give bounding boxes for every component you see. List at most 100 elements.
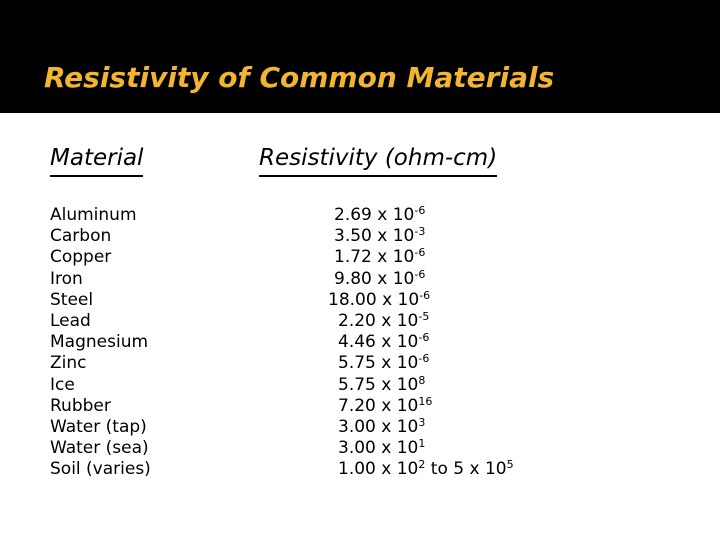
materials-list: Aluminum Carbon Copper Iron Steel Lead Magnesi…: [50, 205, 151, 480]
resistivity-row: 18.00 x 10-6: [0, 290, 720, 311]
resistivity-row: 3.00 x 103: [0, 417, 720, 438]
base: 10: [392, 226, 415, 247]
mantissa: 9.80: [334, 268, 372, 289]
exponent: 2: [418, 458, 426, 472]
mantissa: 2.69: [334, 205, 372, 225]
times-sign: x: [381, 310, 392, 331]
resistivity-value: 5.75 x 10-6: [338, 353, 429, 374]
exponent: 8: [418, 373, 426, 387]
title-bar: Resistivity of Common Materials: [0, 0, 720, 113]
exponent: -6: [414, 267, 426, 281]
times-sign: x: [377, 226, 388, 247]
base: 10: [396, 416, 419, 437]
mantissa: 5.75: [338, 353, 376, 374]
material-name: Ice: [50, 374, 75, 395]
exponent: -5: [418, 309, 430, 323]
mantissa: 18.00: [328, 289, 377, 310]
material-name: Carbon: [50, 226, 112, 247]
mantissa: 4.46: [338, 332, 376, 353]
mantissa: 1.72: [334, 247, 372, 268]
resistivity-value: 1.72 x 10-6: [334, 247, 425, 268]
times-sign: x: [381, 416, 392, 437]
mantissa: 7.20: [338, 395, 376, 416]
exponent: 3: [418, 415, 426, 429]
resistivity-row: 1.72 x 10-6: [0, 247, 720, 268]
mantissa: 3.00: [338, 416, 376, 437]
range-base: 10: [484, 459, 507, 480]
base: 10: [396, 353, 419, 374]
base: 10: [396, 459, 419, 480]
column-header-material: Material: [50, 142, 144, 177]
material-name: Lead: [50, 310, 91, 331]
material-name: Copper: [50, 247, 112, 268]
range-exponent: 5: [506, 458, 514, 472]
times-sign: x: [377, 268, 388, 289]
resistivity-value: 4.46 x 10-6: [338, 332, 429, 353]
resistivity-row: 5.75 x 10-6: [0, 353, 720, 374]
material-name: Soil (varies): [50, 459, 151, 480]
resistivity-value: 3.00 x 103: [338, 417, 425, 438]
base: 10: [396, 374, 419, 395]
base: 10: [396, 395, 419, 416]
base: 10: [392, 268, 415, 289]
mantissa: 5.75: [338, 374, 376, 395]
base: 10: [392, 205, 415, 225]
resistivity-value: 3.50 x 10-3: [334, 226, 425, 247]
times-sign: x: [381, 459, 392, 480]
times-sign: x: [382, 289, 393, 310]
material-name: Iron: [50, 268, 83, 289]
exponent: -6: [414, 204, 426, 217]
material-name: Zinc: [50, 353, 87, 374]
resistivity-row: 4.46 x 10-6: [0, 332, 720, 353]
resistivity-value: 3.00 x 101: [338, 438, 425, 459]
resistivity-row: 3.00 x 101: [0, 438, 720, 459]
material-name: Magnesium: [50, 332, 149, 353]
material-name: Aluminum: [50, 205, 137, 225]
material-name: Water (tap): [50, 416, 147, 437]
range-word: to: [430, 459, 448, 480]
base: 10: [397, 289, 420, 310]
material-name: Water (sea): [50, 438, 149, 459]
mantissa: 3.50: [334, 226, 372, 247]
exponent: -6: [419, 288, 431, 302]
mantissa: 2.20: [338, 310, 376, 331]
exponent: 1: [418, 437, 426, 451]
resistivity-value: 7.20 x 1016: [338, 396, 432, 417]
base: 10: [396, 332, 419, 353]
resistivity-values-list: 2.69 x 10-6 3.50 x 10-3 1.72 x 10-6 9.80 x …: [0, 205, 720, 480]
resistivity-row: 9.80 x 10-6: [0, 269, 720, 290]
exponent: -6: [414, 246, 426, 260]
resistivity-value: 5.75 x 108: [338, 375, 425, 396]
slide-title: Resistivity of Common Materials: [44, 61, 555, 94]
base: 10: [392, 247, 415, 268]
times-sign: x: [381, 395, 392, 416]
base: 10: [396, 310, 419, 331]
column-header-resistivity: Resistivity (ohm-cm): [259, 142, 498, 177]
material-name: Rubber: [50, 395, 111, 416]
times-sign: x: [381, 438, 392, 459]
resistivity-value: 9.80 x 10-6: [334, 269, 425, 290]
resistivity-row: 1.00 x 102 to 5 x 105: [0, 459, 720, 480]
resistivity-value: 18.00 x 10-6: [328, 290, 430, 311]
range-times-sign: x: [469, 459, 480, 480]
resistivity-row: 2.20 x 10-5: [0, 311, 720, 332]
times-sign: x: [381, 374, 392, 395]
material-name: Steel: [50, 289, 94, 310]
resistivity-value: 2.20 x 10-5: [338, 311, 429, 332]
times-sign: x: [377, 247, 388, 268]
times-sign: x: [377, 205, 388, 225]
exponent: 16: [418, 394, 433, 408]
resistivity-row: 7.20 x 1016: [0, 396, 720, 417]
exponent: -6: [418, 352, 430, 366]
resistivity-row: 3.50 x 10-3: [0, 226, 720, 247]
base: 10: [396, 438, 419, 459]
times-sign: x: [381, 332, 392, 353]
mantissa: 3.00: [338, 438, 376, 459]
exponent: -3: [414, 225, 426, 239]
times-sign: x: [381, 353, 392, 374]
resistivity-row: 5.75 x 108: [0, 375, 720, 396]
resistivity-value: 1.00 x 102 to 5 x 105: [338, 459, 514, 480]
exponent: -6: [418, 331, 430, 345]
mantissa: 1.00: [338, 459, 376, 480]
resistivity-value: 2.69 x 10-6: [334, 205, 425, 226]
